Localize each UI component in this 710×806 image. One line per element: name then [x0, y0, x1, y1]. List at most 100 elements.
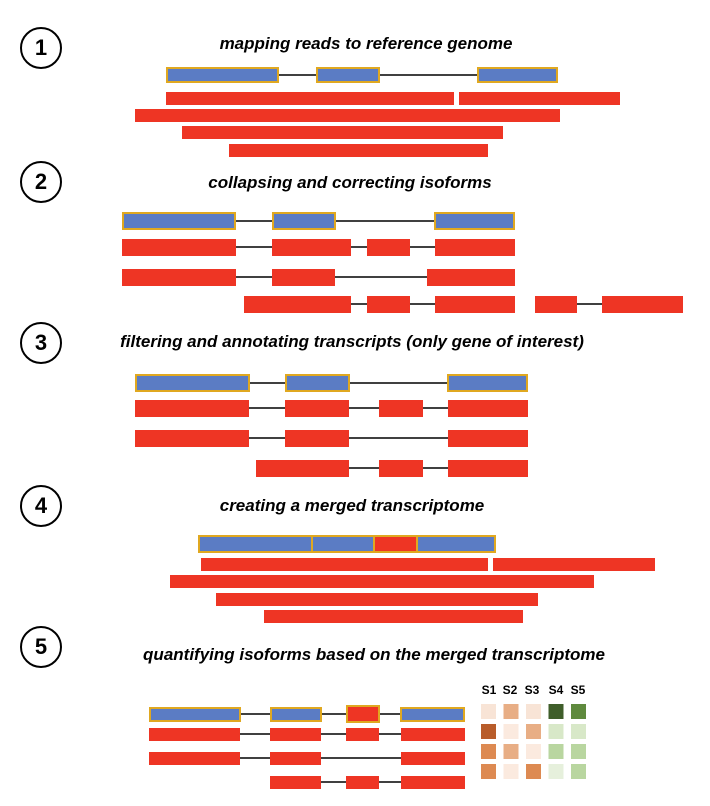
read-exon	[122, 239, 236, 256]
step-5-isoform-2	[149, 752, 465, 765]
read	[216, 593, 538, 606]
reference-exon	[434, 212, 515, 230]
read-exon	[346, 728, 379, 741]
reference-exon	[135, 374, 250, 392]
heatmap-cell	[526, 724, 541, 739]
read-exon	[379, 460, 423, 477]
heatmap-cell	[503, 724, 519, 739]
read	[493, 558, 655, 571]
step-3-reference-gene	[135, 374, 528, 392]
heatmap-cell	[526, 744, 541, 759]
read	[135, 109, 560, 122]
read	[459, 92, 620, 105]
step-2-isoform-1	[122, 239, 515, 256]
read-exon	[401, 752, 465, 765]
heatmap-cell	[548, 764, 564, 779]
reference-exon	[316, 67, 380, 83]
read-exon	[272, 239, 351, 256]
step-4-reads	[170, 558, 655, 623]
reference-exon	[166, 67, 279, 83]
read-exon	[270, 752, 321, 765]
read-exon	[285, 400, 349, 417]
step-2-isoform-2	[122, 269, 515, 286]
heatmap-cell	[481, 724, 496, 739]
heatmap-cell	[503, 744, 519, 759]
read-exon	[270, 728, 321, 741]
read	[182, 126, 503, 139]
sample-label-s3: S3	[524, 683, 540, 697]
step-3-transcript-2	[135, 430, 528, 447]
read-exon	[122, 269, 236, 286]
read-exon	[427, 269, 515, 286]
reference-exon	[477, 67, 558, 83]
heatmap-cell	[481, 704, 496, 719]
sample-label-s2: S2	[502, 683, 518, 697]
sample-label-s1: S1	[481, 683, 497, 697]
reference-exon	[270, 707, 322, 722]
heatmap-cell	[481, 744, 496, 759]
read-exon	[367, 296, 410, 313]
read	[201, 558, 488, 571]
read-exon	[149, 728, 240, 741]
read-exon	[448, 460, 528, 477]
step-3-transcript-3	[256, 460, 528, 477]
read-exon	[149, 752, 240, 765]
reference-exon	[122, 212, 236, 230]
heatmap-cell	[571, 744, 586, 759]
step-2-isoform-3	[244, 296, 515, 313]
read	[166, 92, 454, 105]
novel-exon	[373, 535, 418, 553]
expression-heatmap	[481, 704, 586, 779]
sample-label-s4: S4	[548, 683, 564, 697]
read-exon	[401, 728, 465, 741]
heatmap-cell	[526, 704, 541, 719]
reference-exon	[311, 535, 375, 553]
read-exon	[435, 296, 515, 313]
read-exon	[367, 239, 410, 256]
read-exon	[448, 400, 528, 417]
sample-label-s5: S5	[570, 683, 586, 697]
reference-exon	[198, 535, 313, 553]
step-4-title: creating a merged transcriptome	[219, 496, 485, 515]
read-exon	[602, 296, 683, 313]
step-1-reads	[135, 92, 620, 157]
heatmap-cell	[503, 704, 519, 719]
step-5-number: 5	[20, 626, 62, 668]
step-1-title: mapping reads to reference genome	[219, 34, 513, 53]
reference-exon	[400, 707, 465, 722]
heatmap-cell	[548, 744, 564, 759]
read-exon	[270, 776, 321, 789]
step-5-isoform-3	[270, 776, 465, 789]
read-exon	[535, 296, 577, 313]
read-exon	[285, 430, 349, 447]
heatmap-cell	[571, 764, 586, 779]
reference-exon	[416, 535, 496, 553]
read-exon	[401, 776, 465, 789]
step-2-isoform-4	[535, 296, 683, 313]
read-exon	[135, 400, 249, 417]
step-4-merged-reference	[198, 535, 496, 553]
step-4-number: 4	[20, 485, 62, 527]
step-1-reference-gene	[166, 67, 558, 83]
step-1-number: 1	[20, 27, 62, 69]
reference-exon	[447, 374, 528, 392]
step-3-title: filtering and annotating transcripts (on…	[120, 332, 584, 351]
step-3-number: 3	[20, 322, 62, 364]
step-5-isoform-1	[149, 728, 465, 741]
read	[229, 144, 488, 157]
read-exon	[435, 239, 515, 256]
read-exon	[379, 400, 423, 417]
heatmap-cell	[571, 724, 586, 739]
heatmap-cell	[571, 704, 586, 719]
step-2-number: 2	[20, 161, 62, 203]
step-5-merged-reference	[149, 705, 465, 723]
heatmap-cell	[503, 764, 519, 779]
read-exon	[346, 776, 379, 789]
heatmap-cell	[548, 704, 564, 719]
reference-exon	[149, 707, 241, 722]
step-3-transcript-1	[135, 400, 528, 417]
read-exon	[448, 430, 528, 447]
read	[170, 575, 594, 588]
read-exon	[272, 269, 335, 286]
